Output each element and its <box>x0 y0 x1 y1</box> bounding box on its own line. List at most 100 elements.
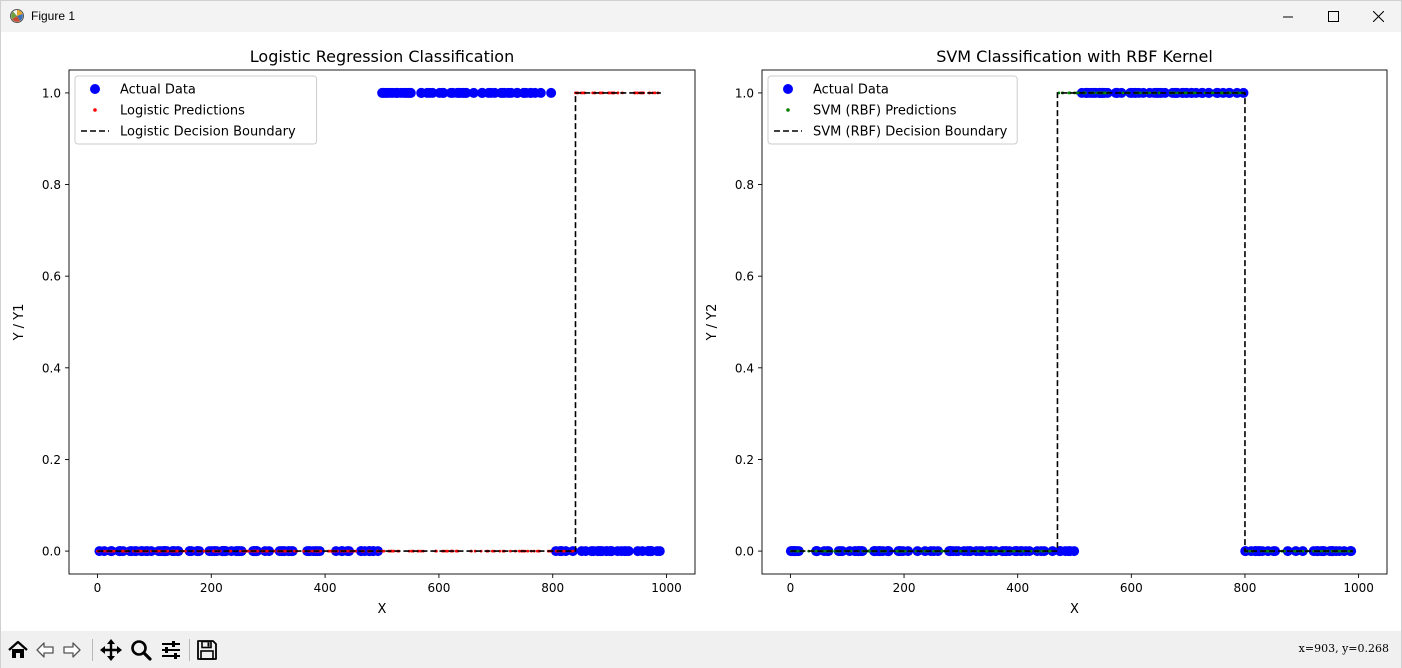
title-bar: Figure 1 <box>1 1 1401 32</box>
actual-data-point <box>535 87 546 98</box>
chart-panel-2: SVM Classification with RBF Kernel 0 200 40… <box>705 47 1388 617</box>
prediction-point <box>293 549 297 553</box>
y-tick-label: 1.0 <box>42 86 61 100</box>
x-tick-label: 400 <box>1006 581 1029 595</box>
legend-box <box>74 75 318 145</box>
back-icon <box>36 642 54 658</box>
x-axis-label: X <box>1070 602 1079 617</box>
y-axis-label: Y / Y1 <box>12 304 27 342</box>
close-icon <box>1372 11 1384 22</box>
actual-data-point <box>1254 546 1265 557</box>
prediction-point <box>1301 549 1305 553</box>
x-tick-label: 0 <box>94 581 102 595</box>
figure-svg: Logistic Regression Classification 0 200 40… <box>12 47 1388 617</box>
zoom-icon <box>131 640 152 661</box>
legend-label: SVM (RBF) Decision Boundary <box>813 125 1008 140</box>
actual-data-point <box>1090 87 1101 98</box>
cursor-coordinates: x=903, y=0.268 <box>1298 642 1389 655</box>
legend-box <box>767 75 1018 145</box>
actual-data-point <box>395 87 406 98</box>
prediction-point <box>977 549 980 553</box>
prediction-point <box>166 549 170 553</box>
maximize-button[interactable] <box>1310 1 1356 32</box>
actual-data-point <box>646 546 657 557</box>
close-button[interactable] <box>1355 1 1401 32</box>
legend-label: Actual Data <box>120 83 196 98</box>
configure-subplots-icon <box>162 641 180 659</box>
prediction-point <box>1228 91 1232 95</box>
prediction-point <box>302 549 306 553</box>
x-tick-label: 1000 <box>1343 581 1374 595</box>
x-tick-label: 600 <box>427 581 450 595</box>
x-axis-label: X <box>378 602 387 617</box>
y-tick-label: 0.0 <box>735 545 754 559</box>
prediction-point <box>849 549 853 553</box>
actual-data-point <box>637 546 648 557</box>
back-button[interactable] <box>32 637 58 663</box>
x-tick-label: 800 <box>541 581 564 595</box>
toolbar-separator <box>92 639 93 661</box>
prediction-point <box>1049 549 1053 553</box>
legend-marker-actual <box>90 84 100 94</box>
prediction-point <box>1121 91 1125 95</box>
x-tick-label: 800 <box>1234 581 1257 595</box>
actual-data-point <box>856 546 867 557</box>
prediction-point <box>1148 91 1152 95</box>
home-icon <box>8 640 28 658</box>
y-axis-label: Y / Y2 <box>705 304 720 342</box>
legend-label: Actual Data <box>813 83 889 98</box>
prediction-point <box>653 91 657 95</box>
prediction-point <box>932 549 935 553</box>
y-tick-label: 1.0 <box>735 86 754 100</box>
actual-data-point <box>434 87 445 98</box>
y-tick-label: 0.8 <box>735 178 754 192</box>
prediction-point <box>526 549 530 553</box>
actual-data-point <box>217 546 228 557</box>
chart-title: SVM Classification with RBF Kernel <box>936 47 1213 66</box>
forward-button[interactable] <box>59 637 85 663</box>
legend-label: SVM (RBF) Predictions <box>813 104 957 119</box>
prediction-point <box>599 91 603 95</box>
forward-icon <box>63 642 81 658</box>
decision-boundary-line <box>790 92 1353 552</box>
prediction-point <box>446 549 449 553</box>
y-tick-label: 0.2 <box>735 453 754 467</box>
prediction-point <box>1157 91 1161 95</box>
y-tick-label: 0.2 <box>42 453 61 467</box>
x-tick-label: 1000 <box>651 581 682 595</box>
home-button[interactable] <box>5 637 31 663</box>
actual-data-point <box>486 87 497 98</box>
actual-data-point <box>520 87 531 98</box>
prediction-point <box>571 549 575 553</box>
chart-panel-1: Logistic Regression Classification 0 200 40… <box>12 47 696 617</box>
save-button[interactable] <box>194 637 220 663</box>
prediction-point <box>814 549 818 553</box>
y-tick-label: 0.6 <box>735 270 754 284</box>
legend-marker-prediction <box>786 108 790 112</box>
prediction-point <box>1138 91 1142 95</box>
prediction-point <box>563 549 567 553</box>
prediction-point <box>1293 549 1296 553</box>
prediction-point <box>509 549 512 553</box>
zoom-button[interactable] <box>128 637 154 663</box>
figure-canvas[interactable]: Logistic Regression Classification 0 200 40… <box>1 32 1402 631</box>
window-title: Figure 1 <box>31 9 76 23</box>
prediction-point <box>392 549 396 553</box>
x-tick-label: 0 <box>787 581 795 595</box>
legend-label: Logistic Predictions <box>120 104 245 119</box>
configure-subplots-button[interactable] <box>158 637 184 663</box>
actual-data-point <box>1197 87 1208 98</box>
prediction-point <box>138 549 142 553</box>
minimize-button[interactable] <box>1265 1 1311 32</box>
toolbar-separator <box>189 639 190 661</box>
navigation-toolbar: x=903, y=0.268 <box>1 631 1401 668</box>
prediction-point <box>517 549 521 553</box>
prediction-point <box>455 549 458 553</box>
x-tick-label: 600 <box>1120 581 1143 595</box>
actual-data-point <box>606 546 617 557</box>
legend-marker-actual <box>783 84 793 94</box>
y-tick-label: 0.4 <box>42 361 61 375</box>
pan-button[interactable] <box>98 637 124 663</box>
actual-data-point <box>233 546 244 557</box>
actual-data-point <box>580 546 591 557</box>
